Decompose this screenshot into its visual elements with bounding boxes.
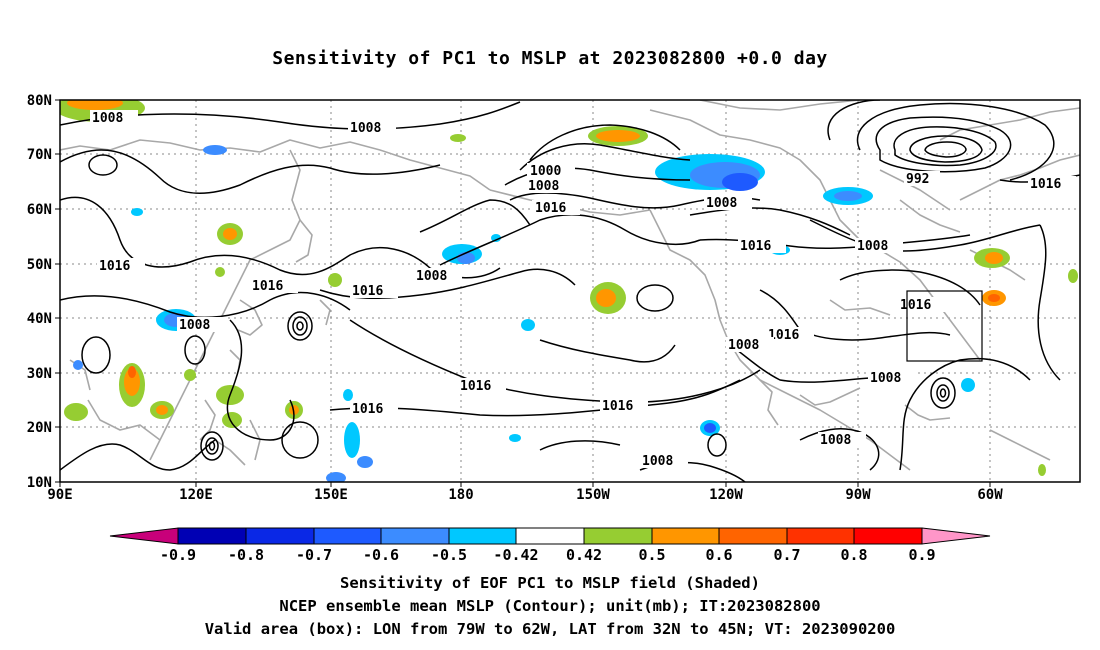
figure-title: Sensitivity of PC1 to MSLP at 2023082800… <box>272 48 828 69</box>
colorbar-swatch <box>177 527 247 545</box>
contour-label: 1008 <box>416 269 447 284</box>
contour-label: 1000 <box>530 164 561 179</box>
plot-frame <box>59 99 1081 483</box>
contour-label: 1008 <box>642 454 673 469</box>
lon-label: 150W <box>576 487 610 503</box>
contour-label: 1016 <box>252 279 283 294</box>
lat-label: 20N <box>27 420 52 436</box>
lat-label: 60N <box>27 202 52 218</box>
colorbar-tick-label: 0.6 <box>705 546 732 564</box>
colorbar-end-right <box>921 527 991 545</box>
lon-label: 180 <box>448 487 473 503</box>
colorbar-swatch <box>515 527 585 545</box>
lon-axis: 90E 120E 150E 180 150W 120W 90W 60W <box>47 482 1003 503</box>
lat-label: 30N <box>27 366 52 382</box>
lat-label: 10N <box>27 475 52 491</box>
colorbar-swatch <box>786 527 855 545</box>
contour-label: 1016 <box>352 284 383 299</box>
lat-axis: 80N 70N 60N 50N 40N 30N 20N 10N <box>27 93 60 491</box>
contour-label: 1008 <box>857 239 888 254</box>
contour-labels: 1008 1008 1000 1008 992 1016 1016 1016 1… <box>90 110 1076 469</box>
colorbar-swatch <box>583 527 653 545</box>
contour-label: 1016 <box>535 201 566 216</box>
colorbar-swatch <box>245 527 315 545</box>
colorbar-end-left <box>109 527 179 545</box>
caption-valid-area: Valid area (box): LON from 79W to 62W, L… <box>204 620 896 638</box>
colorbar-tick-label: -0.6 <box>363 546 399 564</box>
coastlines <box>60 100 1080 471</box>
contour-label: 1016 <box>740 239 771 254</box>
contour-label: 1008 <box>528 179 559 194</box>
contour-label: 1016 <box>900 298 931 313</box>
contour-label: 1008 <box>728 338 759 353</box>
colorbar-tick-label: 0.5 <box>638 546 665 564</box>
lon-label: 120E <box>179 487 213 503</box>
lat-label: 80N <box>27 93 52 109</box>
colorbar-tick-label: 0.42 <box>566 546 602 564</box>
caption-contour: NCEP ensemble mean MSLP (Contour); unit(… <box>279 597 821 615</box>
colorbar-tick-label: 0.7 <box>773 546 800 564</box>
colorbar-swatch <box>651 527 720 545</box>
contour-label: 992 <box>906 172 929 187</box>
sensitivity-shading <box>60 100 1078 482</box>
contour-label: 1008 <box>706 196 737 211</box>
lat-label: 50N <box>27 257 52 273</box>
colorbar-tick-label: -0.9 <box>160 546 196 564</box>
valid-area-box <box>906 290 983 362</box>
contour-label: 1008 <box>350 121 381 136</box>
colorbar-tick-label: 0.8 <box>840 546 867 564</box>
colorbar-tick-label: -0.7 <box>296 546 332 564</box>
contour-label: 1008 <box>92 111 123 126</box>
colorbar-tick-label: -0.42 <box>493 546 538 564</box>
lon-label: 150E <box>314 487 348 503</box>
contour-label: 1016 <box>352 402 383 417</box>
contour-label: 1008 <box>870 371 901 386</box>
lon-label: 90E <box>47 487 72 503</box>
contour-label: 1008 <box>179 318 210 333</box>
contour-label: 1016 <box>1030 177 1061 192</box>
colorbar-swatch <box>853 527 923 545</box>
contour-label: 1008 <box>820 433 851 448</box>
colorbar-tick-label: -0.5 <box>431 546 467 564</box>
colorbar-tick-label: -0.8 <box>228 546 264 564</box>
colorbar-swatch <box>448 527 517 545</box>
contour-label: 1016 <box>768 328 799 343</box>
colorbar-tick-label: 0.9 <box>908 546 935 564</box>
lon-label: 120W <box>709 487 743 503</box>
lon-label: 60W <box>977 487 1003 503</box>
colorbar-swatch <box>380 527 450 545</box>
contour-label: 1016 <box>460 379 491 394</box>
caption-shading: Sensitivity of EOF PC1 to MSLP field (Sh… <box>340 574 760 592</box>
lat-label: 70N <box>27 147 52 163</box>
lat-label: 40N <box>27 311 52 327</box>
colorbar: -0.9 -0.8 -0.7 -0.6 -0.5 -0.42 0.42 0.5 … <box>109 527 991 564</box>
lon-label: 90W <box>845 487 871 503</box>
colorbar-swatch <box>718 527 788 545</box>
contour-label: 1016 <box>602 399 633 414</box>
contour-label: 1016 <box>99 259 130 274</box>
colorbar-swatch <box>313 527 382 545</box>
